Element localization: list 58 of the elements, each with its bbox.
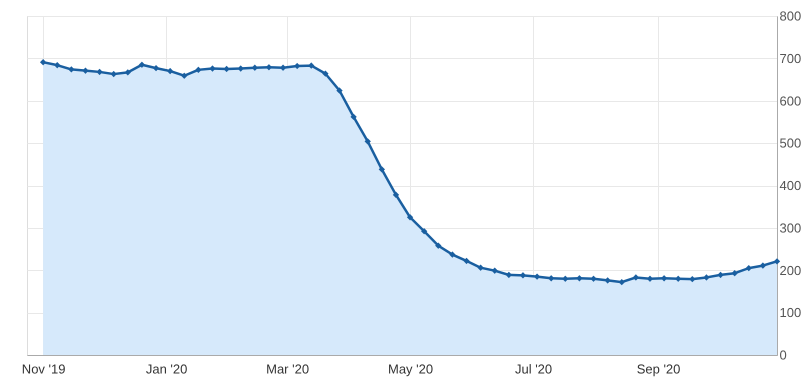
point — [646, 276, 654, 282]
point — [590, 276, 597, 282]
y-tick-label: 200 — [780, 262, 802, 278]
point — [477, 264, 484, 271]
point — [152, 64, 160, 72]
point — [660, 275, 668, 282]
point — [181, 72, 188, 79]
point — [364, 138, 371, 145]
point — [717, 272, 724, 278]
point — [40, 59, 46, 66]
y-tick-label: 700 — [780, 50, 802, 66]
point — [138, 62, 146, 68]
point — [774, 258, 780, 265]
point — [618, 278, 625, 286]
point — [534, 273, 540, 280]
point — [760, 262, 766, 269]
point — [406, 214, 414, 220]
point — [392, 192, 400, 198]
point — [82, 68, 89, 74]
x-tick-label: May '20 — [388, 362, 434, 376]
point — [463, 258, 470, 264]
y-tick-label: 300 — [780, 220, 802, 236]
point — [322, 70, 329, 77]
point — [166, 68, 174, 74]
point — [195, 66, 202, 73]
point — [576, 275, 583, 282]
x-tick-label: Sep '20 — [636, 362, 680, 376]
point — [732, 270, 738, 276]
point — [746, 264, 752, 272]
point — [449, 251, 456, 258]
x-tick-label: Mar '20 — [266, 362, 310, 376]
y-tick-label: 0 — [780, 348, 787, 362]
point — [421, 228, 428, 234]
point — [703, 274, 710, 281]
point — [350, 114, 357, 120]
x-tick-label: Nov '19 — [22, 362, 66, 376]
y-tick-label: 400 — [780, 178, 802, 193]
y-tick-label: 600 — [780, 93, 802, 108]
point — [336, 87, 343, 94]
point — [280, 64, 286, 71]
point — [492, 268, 498, 274]
point — [110, 70, 117, 78]
point — [238, 65, 244, 72]
y-tick-label: 800 — [780, 8, 802, 24]
y-tick-label: 500 — [780, 136, 802, 151]
point — [604, 277, 611, 284]
point — [54, 62, 60, 68]
x-tick-label: Jan '20 — [146, 362, 188, 376]
point — [266, 64, 272, 70]
point — [96, 68, 103, 76]
point — [378, 166, 385, 173]
point — [308, 62, 314, 69]
point — [124, 69, 131, 76]
x-tick-label: Jul '20 — [514, 362, 552, 376]
point — [689, 276, 696, 282]
point — [435, 242, 442, 249]
y-tick-label: 100 — [780, 305, 802, 320]
point — [294, 62, 300, 70]
